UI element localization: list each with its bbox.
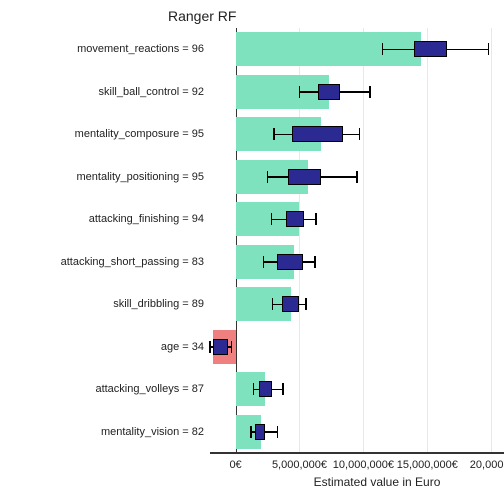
x-grid-line	[491, 28, 492, 453]
whisker-cap	[359, 128, 361, 140]
y-tick-label: attacking_volleys = 87	[95, 383, 204, 395]
x-grid-line	[427, 28, 428, 453]
box	[287, 212, 304, 226]
whisker-cap	[305, 298, 307, 310]
x-axis-title: Estimated value in Euro	[314, 475, 441, 489]
whisker-cap	[299, 86, 301, 98]
whisker-cap	[267, 171, 269, 183]
chart-title: Ranger RF	[168, 8, 236, 24]
box	[214, 340, 227, 354]
whisker-cap	[231, 341, 233, 353]
whisker-cap	[314, 256, 316, 268]
whisker-cap	[315, 213, 317, 225]
box	[289, 170, 320, 184]
whisker-cap	[356, 171, 358, 183]
x-tick-label: 20,000,0	[470, 459, 504, 471]
box	[293, 127, 342, 141]
plot-area	[210, 28, 504, 453]
whisker-cap	[277, 426, 279, 438]
y-tick-label: attacking_short_passing = 83	[61, 256, 204, 268]
whisker-cap	[369, 86, 371, 98]
y-tick-label: age = 34	[161, 341, 204, 353]
y-tick-label: mentality_composure = 95	[75, 128, 204, 140]
whisker-cap	[272, 298, 274, 310]
whisker-cap	[271, 213, 273, 225]
whisker-cap	[263, 256, 265, 268]
y-tick-label: skill_dribbling = 89	[113, 298, 204, 310]
whisker-cap	[209, 341, 211, 353]
whisker-cap	[253, 383, 255, 395]
whisker-cap	[488, 43, 490, 55]
y-tick-label: mentality_vision = 82	[101, 426, 204, 438]
whisker-cap	[282, 383, 284, 395]
box	[319, 85, 339, 99]
y-tick-label: attacking_finishing = 94	[89, 213, 204, 225]
box	[256, 425, 264, 439]
box	[283, 297, 298, 311]
box	[260, 382, 272, 396]
whisker-line	[251, 431, 278, 433]
x-tick-label: 15,000,000€	[397, 459, 458, 471]
y-tick-label: skill_ball_control = 92	[99, 86, 204, 98]
y-tick-label: movement_reactions = 96	[77, 43, 204, 55]
whisker-cap	[250, 426, 252, 438]
x-tick-label: 10,000,000€	[333, 459, 394, 471]
x-tick-label: 0€	[229, 459, 241, 471]
whisker-cap	[382, 43, 384, 55]
box	[278, 255, 302, 269]
x-tick-label: 5,000,000€	[272, 459, 327, 471]
y-tick-label: mentality_positioning = 95	[77, 171, 205, 183]
whisker-cap	[273, 128, 275, 140]
box	[415, 42, 447, 56]
x-axis-line	[210, 452, 504, 454]
